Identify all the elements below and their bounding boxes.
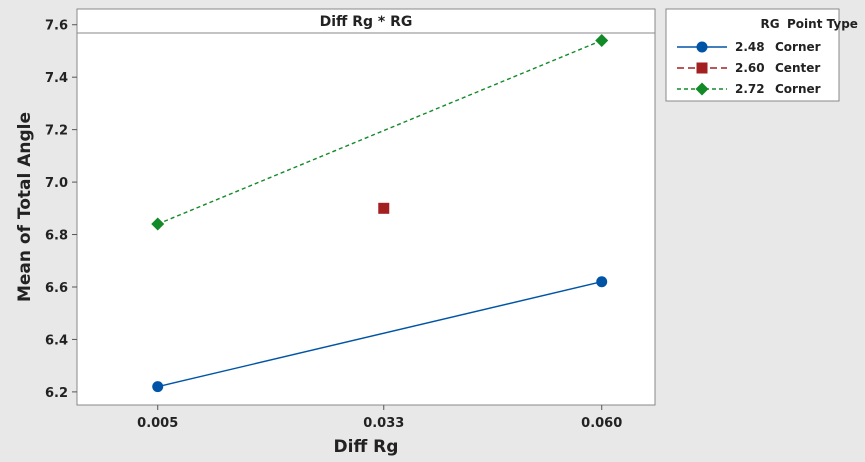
data-point (378, 202, 390, 214)
y-tick-label: 6.6 (45, 281, 68, 296)
series-line (157, 281, 602, 388)
legend-header-rg: RG (760, 17, 779, 31)
series-line (157, 39, 602, 225)
legend-label-point-type: Corner (775, 40, 821, 54)
plot-area (76, 8, 656, 406)
y-axis: 6.2 6.4 6.6 6.8 7.0 7.2 7.4 7.6 (45, 19, 77, 401)
legend-item-2.48: 2.48 Corner (677, 40, 821, 54)
y-axis-title: Mean of Total Angle (15, 112, 35, 302)
legend-label-rg: 2.72 (735, 82, 765, 96)
panel-title: Diff Rg * RG (320, 14, 413, 30)
series-layer (151, 33, 609, 393)
legend-label-rg: 2.60 (735, 61, 765, 75)
legend-marker (696, 62, 708, 74)
series-2.72 (151, 33, 609, 231)
panel-title-strip (76, 8, 656, 34)
y-tick-label: 7.6 (45, 19, 68, 34)
series-2.48 (152, 276, 608, 393)
legend-items: 2.48 Corner 2.60 Center 2.72 Corner (677, 40, 821, 96)
legend-item-2.72: 2.72 Corner (677, 82, 821, 96)
legend-label-rg: 2.48 (735, 40, 765, 54)
x-tick-label: 0.005 (137, 416, 178, 431)
y-tick-label: 7.4 (45, 71, 68, 86)
y-tick-label: 6.4 (45, 333, 68, 348)
legend-marker (696, 41, 708, 53)
data-point (595, 33, 609, 47)
x-tick-label: 0.033 (363, 416, 404, 431)
legend-marker (695, 82, 709, 96)
y-tick-label: 7.0 (45, 176, 68, 191)
legend-header-point-type: Point Type (787, 17, 858, 31)
data-point (596, 276, 608, 288)
legend-item-2.60: 2.60 Center (677, 61, 820, 75)
series-2.60 (378, 202, 390, 214)
y-tick-label: 7.2 (45, 124, 68, 139)
data-point (152, 381, 164, 393)
x-tick-label: 0.060 (581, 416, 622, 431)
x-axis-title: Diff Rg (334, 437, 399, 457)
legend-box (665, 8, 840, 102)
legend: RG Point Type 2.48 Corner 2.60 Center 2.72 Co… (665, 8, 858, 102)
legend-label-point-type: Corner (775, 82, 821, 96)
data-point (151, 217, 165, 231)
legend-label-point-type: Center (775, 61, 820, 75)
y-tick-label: 6.2 (45, 386, 68, 401)
x-axis: 0.005 0.033 0.060 (137, 405, 622, 431)
y-tick-label: 6.8 (45, 229, 68, 244)
